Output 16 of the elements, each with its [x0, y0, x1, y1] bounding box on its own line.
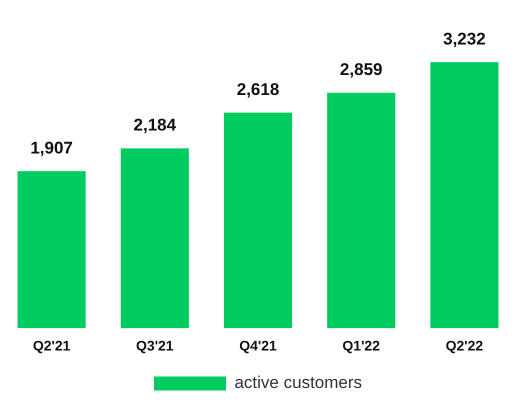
bar	[430, 62, 498, 328]
bar	[224, 112, 292, 328]
x-tick-label: Q4'21	[239, 337, 277, 354]
x-tick-label: Q2'21	[32, 337, 71, 354]
bar	[18, 171, 86, 328]
data-label: 2,618	[236, 80, 280, 99]
bar	[120, 148, 189, 328]
data-label: 1,907	[30, 138, 73, 158]
legend-label: active customers	[234, 373, 362, 392]
data-label: 2,859	[340, 60, 382, 79]
bar	[327, 92, 396, 328]
data-label: 3,232	[443, 29, 486, 48]
x-tick-label: Q1'22	[342, 337, 380, 354]
data-label: 2,184	[134, 116, 177, 135]
x-tick-label: Q2'22	[446, 337, 484, 354]
x-tick-label: Q3'21	[136, 337, 174, 354]
